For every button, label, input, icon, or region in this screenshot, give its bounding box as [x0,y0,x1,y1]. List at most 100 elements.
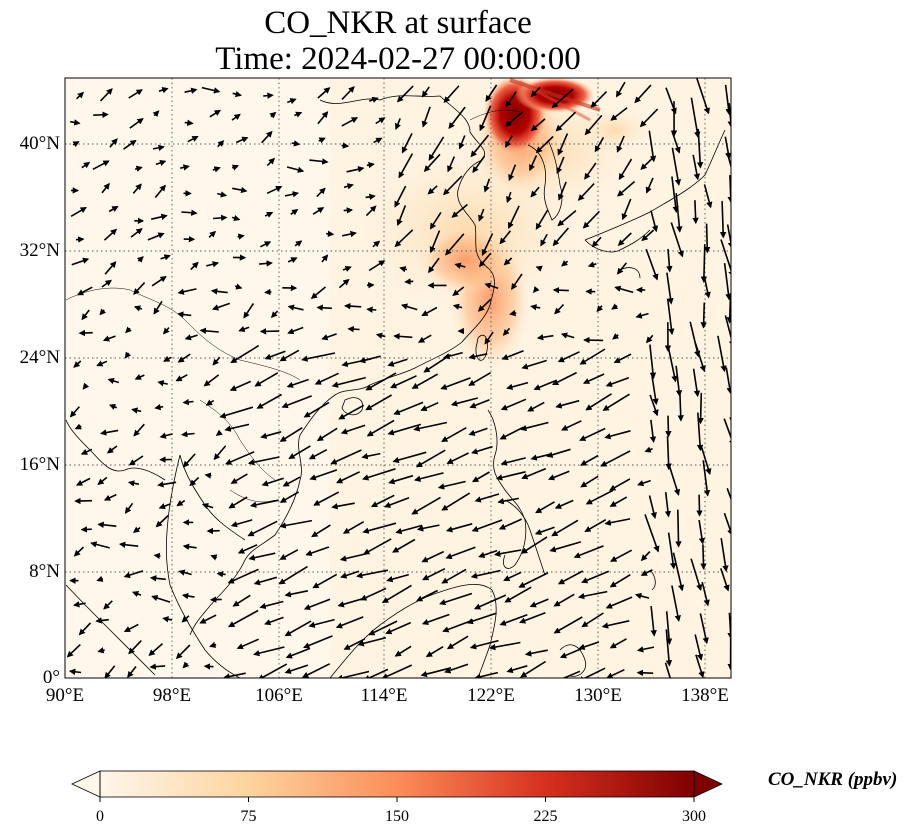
wind-arrow [317,111,329,125]
wind-arrow [132,183,142,194]
wind-arrow [404,278,414,285]
wind-arrow [665,629,673,667]
wind-arrow [726,224,731,249]
wind-arrow [217,140,225,148]
wind-arrow [468,353,488,360]
wind-arrow [604,430,631,440]
wind-arrow [671,176,679,213]
wind-arrow [500,398,527,411]
wind-arrow [81,161,91,169]
wind-arrow [446,452,469,465]
wind-arrow [66,644,81,658]
wind-arrow [723,263,731,301]
wind-arrow [554,304,565,315]
wind-arrow [153,552,161,560]
wind-arrow [96,575,104,582]
wind-arrow [346,166,365,173]
wind-arrow [505,135,513,148]
wind-arrow [314,372,339,385]
wind-arrow [253,646,285,657]
wind-arrow [365,394,393,411]
wind-arrow [393,333,413,340]
wind-arrow [732,661,736,682]
wind-arrow [421,86,430,98]
wind-arrow [636,669,654,677]
wind-arrow [128,455,144,466]
lat-label-8n: 8°N [29,561,60,582]
wind-arrow [316,427,338,442]
wind-arrow [206,261,220,268]
wind-arrow [381,664,413,678]
wind-arrow [666,298,675,336]
wind-arrow [521,467,547,480]
wind-arrow [321,333,337,341]
wind-arrow [671,130,681,154]
lon-label-90e: 90°E [45,685,85,706]
wind-arrow [609,496,628,507]
wind-arrow [157,481,177,488]
wind-arrow [634,84,652,104]
wind-arrow [472,155,486,174]
wind-arrow [342,521,365,534]
wind-arrow [441,492,471,511]
wind-arrow [416,589,438,602]
wind-arrow [697,392,704,425]
wind-arrow [429,230,441,254]
wind-arrow [421,106,431,128]
wind-arrow [557,209,577,227]
wind-arrow [189,476,200,487]
wind-arrow [635,312,649,319]
wind-arrow [341,142,350,149]
wind-arrow [134,165,143,172]
wind-arrow [303,401,330,418]
wind-arrow [309,469,338,481]
wind-arrow [616,262,628,275]
lon-label-130e: 130°E [574,685,622,706]
wind-arrow [223,672,246,678]
wind-arrow [159,432,173,439]
wind-arrow [151,213,168,220]
wind-arrow [499,426,524,440]
wind-arrow [411,373,439,389]
wind-arrow [645,334,654,344]
wind-arrow [694,634,704,661]
wind-arrow [308,448,328,460]
wind-arrow [316,304,332,311]
wind-arrow [301,663,331,678]
wind-arrow [155,514,169,528]
wind-arrow [394,118,401,130]
wind-arrow [411,496,441,515]
wind-arrow [398,153,414,179]
wind-arrow [428,257,440,274]
wind-arrow [551,670,581,678]
wind-arrow [695,654,705,678]
wind-arrow [312,573,338,589]
wind-arrow [71,257,90,266]
wind-arrow [392,451,427,464]
wind-arrow [101,279,112,288]
wind-arrow [671,147,682,186]
wind-arrow [228,496,248,509]
wind-arrow [520,421,549,432]
wind-arrow [649,344,657,380]
wind-arrow [73,601,86,608]
wind-arrow [726,488,731,502]
wind-arrow [365,372,397,391]
wind-arrow [259,600,284,610]
lat-label-32n: 32°N [19,240,60,261]
wind-arrow [70,119,81,126]
wind-arrow [696,128,704,169]
wind-arrow [578,641,600,650]
wind-arrow [281,395,312,409]
wind-arrow [717,335,727,373]
wind-arrow [468,372,492,386]
lon-label-98e: 98°E [152,685,192,706]
wind-arrow [318,137,326,144]
wind-arrow [616,135,625,153]
wind-arrow [474,493,500,503]
wind-arrow [390,375,417,389]
wind-arrow [375,332,386,339]
wind-arrow [237,233,245,240]
wind-arrow [362,468,396,481]
wind-arrow [124,502,134,514]
